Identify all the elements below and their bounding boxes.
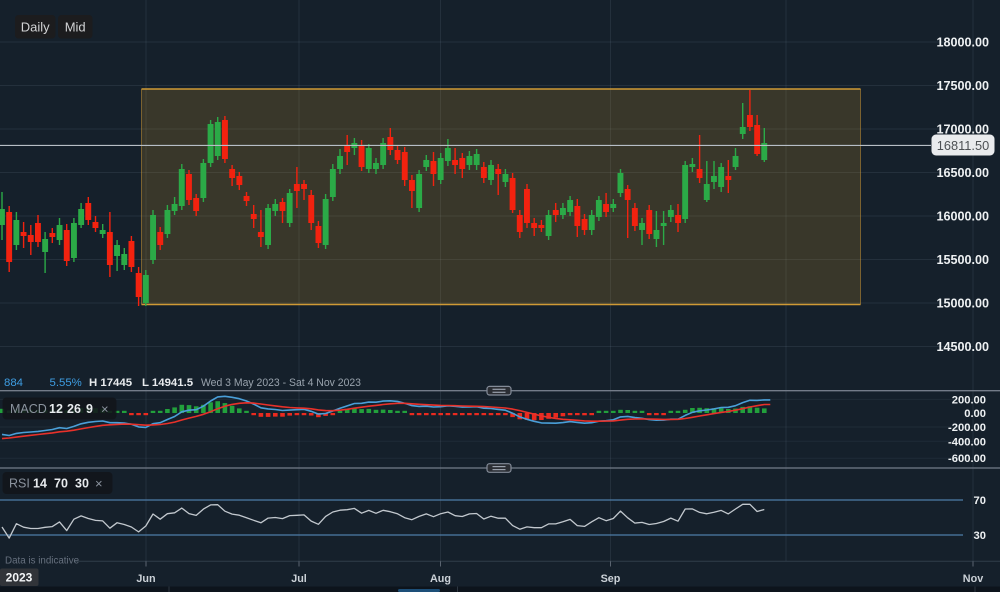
svg-text:26: 26 xyxy=(67,402,81,416)
svg-text:2023: 2023 xyxy=(6,571,33,585)
svg-text:70: 70 xyxy=(974,495,986,507)
svg-text:0.00: 0.00 xyxy=(964,408,986,420)
svg-text:×: × xyxy=(95,476,103,491)
svg-text:Daily: Daily xyxy=(21,20,50,35)
svg-text:9: 9 xyxy=(86,402,93,416)
svg-text:16500.00: 16500.00 xyxy=(936,166,989,180)
svg-text:15000.00: 15000.00 xyxy=(936,297,989,311)
svg-text:17000.00: 17000.00 xyxy=(936,123,989,137)
svg-text:18000.00: 18000.00 xyxy=(936,36,989,50)
svg-text:-600.00: -600.00 xyxy=(948,453,986,465)
svg-text:Jun: Jun xyxy=(136,573,155,585)
svg-text:L 14941.5: L 14941.5 xyxy=(142,377,194,389)
svg-text:5.55%: 5.55% xyxy=(50,377,82,389)
svg-text:200.00: 200.00 xyxy=(952,394,986,406)
svg-text:-400.00: -400.00 xyxy=(948,436,986,448)
svg-text:70: 70 xyxy=(54,477,68,491)
svg-text:RSI: RSI xyxy=(9,477,30,491)
svg-text:Jul: Jul xyxy=(291,573,307,585)
svg-text:16000.00: 16000.00 xyxy=(936,210,989,224)
svg-text:14: 14 xyxy=(33,477,47,491)
svg-text:Mid: Mid xyxy=(65,20,86,35)
svg-text:14500.00: 14500.00 xyxy=(936,340,989,354)
svg-text:H 17445: H 17445 xyxy=(89,377,133,389)
svg-text:12: 12 xyxy=(49,402,63,416)
svg-text:MACD: MACD xyxy=(10,402,47,416)
svg-text:Wed 3 May 2023 - Sat 4 Nov 202: Wed 3 May 2023 - Sat 4 Nov 2023 xyxy=(201,377,361,389)
svg-text:884: 884 xyxy=(4,377,23,389)
svg-text:16811.50: 16811.50 xyxy=(937,138,989,153)
svg-text:Nov: Nov xyxy=(963,573,983,585)
svg-text:30: 30 xyxy=(974,530,986,542)
svg-text:Aug: Aug xyxy=(430,573,451,585)
svg-text:Data is indicative: Data is indicative xyxy=(5,556,80,567)
svg-text:30: 30 xyxy=(75,477,89,491)
svg-text:17500.00: 17500.00 xyxy=(936,79,989,93)
svg-text:15500.00: 15500.00 xyxy=(936,253,989,267)
svg-text:-200.00: -200.00 xyxy=(948,422,986,434)
svg-text:×: × xyxy=(101,402,109,417)
svg-text:Sep: Sep xyxy=(601,573,621,585)
